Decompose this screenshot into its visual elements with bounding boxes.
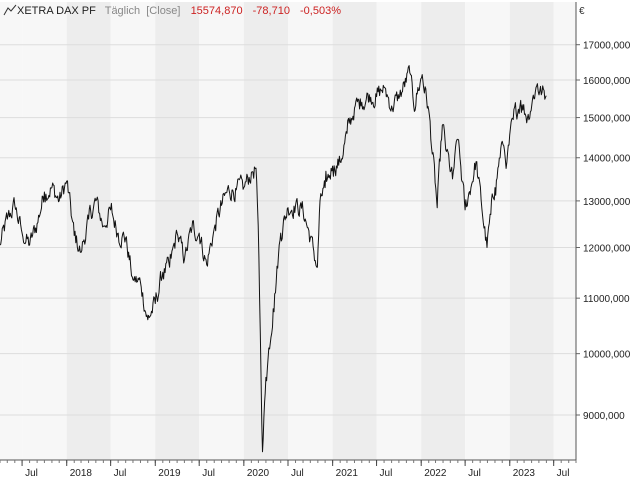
x-tick-label: 2021 — [336, 468, 359, 479]
x-tick-label: 2023 — [513, 468, 536, 479]
x-tick-label: 2020 — [247, 468, 270, 479]
y-tick-label: 13000,000 — [583, 197, 631, 208]
x-tick-label: 2022 — [424, 468, 447, 479]
x-tick-label: Jul — [202, 468, 215, 479]
y-tick-label: 15000,000 — [583, 114, 631, 125]
line-chart-icon — [3, 4, 17, 16]
period-band — [421, 2, 466, 460]
x-tick-label: Jul — [291, 468, 304, 479]
y-tick-label: 12000,000 — [583, 244, 631, 255]
period-band — [376, 2, 422, 460]
x-tick-label: Jul — [25, 468, 38, 479]
period-band — [465, 2, 510, 460]
period-band — [332, 2, 377, 460]
period-band — [110, 2, 156, 460]
mode-label: [Close] — [146, 5, 180, 17]
x-tick-label: Jul — [557, 468, 570, 479]
currency-label: € — [579, 6, 585, 17]
period-band — [243, 2, 288, 460]
period-band — [509, 2, 554, 460]
period-band — [66, 2, 111, 460]
change-percent: -0,503% — [300, 5, 341, 17]
change-value: -78,710 — [253, 5, 290, 17]
last-price: 15574,870 — [191, 5, 243, 17]
interval-label: Täglich — [105, 5, 140, 17]
symbol-label: XETRA DAX PF — [17, 5, 96, 17]
y-tick-label: 14000,000 — [583, 154, 631, 165]
x-tick-label: Jul — [468, 468, 481, 479]
x-axis: Jul 2018 Jul 2019 Jul 2020 Jul 2021 Jul 2022 Jul 20… — [0, 459, 577, 479]
x-tick-label: 2019 — [158, 468, 181, 479]
y-tick-label: 10000,000 — [583, 350, 631, 361]
period-band — [22, 2, 67, 460]
period-band — [199, 2, 244, 460]
y-tick-label: 17000,000 — [583, 41, 631, 52]
chart-header: XETRA DAX PF Täglich [Close] 15574,870 -… — [3, 4, 341, 17]
y-axis: 9000,000 10000,000 11000,000 12000,000 13000… — [575, 2, 631, 460]
period-band — [0, 2, 23, 460]
y-tick-label: 9000,000 — [583, 411, 625, 422]
svg-text:XETRA DAX PF Täglich: XETRA DAX PF Täglich [Close] 15574,870 -… — [17, 5, 341, 17]
x-tick-label: Jul — [380, 468, 393, 479]
grid-lines — [0, 44, 576, 416]
period-band — [288, 2, 333, 460]
price-line — [0, 65, 547, 453]
period-band — [155, 2, 200, 460]
y-tick-label: 16000,000 — [583, 76, 631, 87]
period-band — [553, 2, 576, 460]
y-tick-label: 11000,000 — [583, 294, 630, 305]
x-tick-label: Jul — [114, 468, 127, 479]
x-tick-label: 2018 — [70, 468, 93, 479]
